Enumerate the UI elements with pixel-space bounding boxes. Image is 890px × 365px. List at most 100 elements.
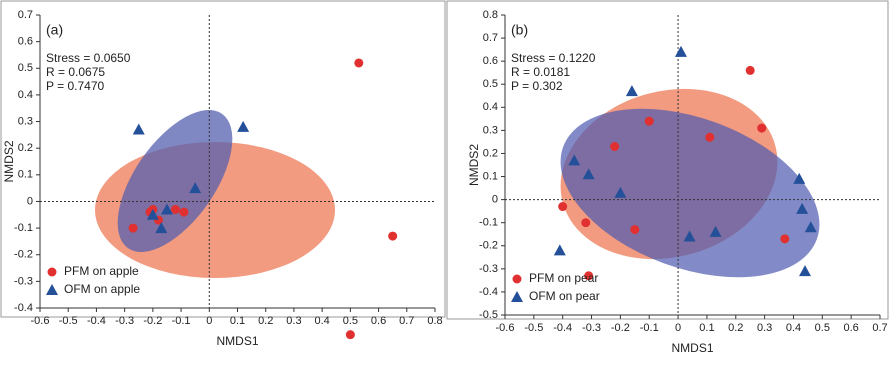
y-tick-label: 0.6 [483,55,498,67]
x-tick-label: 0.7 [399,315,414,327]
y-tick-label: -0.3 [479,263,498,275]
annotation: R = 0.0675 [46,65,105,79]
legend-marker [511,291,523,302]
y-tick-label: 0.5 [483,78,498,90]
annotation: P = 0.7470 [46,79,104,93]
y-tick-label: 0.2 [18,142,33,154]
y-tick-label: 0.2 [483,147,498,159]
x-tick-label: 0.6 [844,322,859,334]
y-tick-label: 0.7 [18,9,33,21]
panel-label: (b) [511,22,528,38]
point [354,58,364,68]
y-tick-label: -0.3 [14,275,33,287]
point [614,186,627,198]
point [170,204,180,214]
y-tick-label: -0.4 [479,286,498,298]
x-tick-label: -0.6 [496,322,515,334]
point [582,168,595,180]
point [584,271,594,281]
point [674,45,687,57]
x-tick-label: 0.2 [258,315,273,327]
point [709,225,722,237]
x-tick-label: -0.4 [87,315,106,327]
point [796,202,809,214]
point [799,265,811,277]
y-tick-label: -0.4 [14,302,33,314]
annotation: R = 0.0181 [511,65,570,79]
x-tick-label: -0.1 [640,322,659,334]
x-tick-label: -0.5 [524,322,543,334]
confidence-ellipse [560,108,820,278]
x-tick-label: -0.3 [115,315,134,327]
panel-label: (a) [46,22,63,38]
y-tick-label: 0.1 [483,170,498,182]
point [179,207,189,217]
point [610,142,620,152]
confidence-ellipse [117,110,233,252]
legend-marker [512,274,522,284]
point [237,120,250,132]
legend-label: PFM on pear [529,271,598,285]
x-tick-label: -0.1 [172,315,191,327]
point [553,244,566,256]
y-tick-label: 0.6 [18,36,33,48]
y-tick-label: -0.1 [14,222,33,234]
y-tick-label: -0.2 [14,249,33,261]
x-tick-label: 0.5 [815,322,830,334]
y-axis-label: NMDS2 [467,144,481,186]
point [568,154,581,166]
y-tick-label: 0.4 [483,101,498,113]
y-tick-label: 0.1 [18,169,33,181]
x-tick-label: -0.2 [611,322,630,334]
y-tick-label: -0.5 [479,309,498,321]
y-tick-label: -0.2 [479,240,498,252]
x-tick-label: 0.3 [757,322,772,334]
y-tick-label: 0 [492,194,498,206]
point [630,225,640,235]
x-tick-label: 0.3 [286,315,301,327]
y-tick-label: 0.4 [18,89,33,101]
y-tick-label: 0.3 [18,115,33,127]
y-tick-label: 0.8 [483,9,498,21]
x-tick-label: -0.4 [553,322,572,334]
point [793,172,806,184]
point [780,234,790,244]
point [388,231,398,241]
y-axis-label: NMDS2 [2,140,16,182]
annotation: Stress = 0.0650 [46,51,131,65]
x-axis-label: NMDS1 [671,341,713,355]
point [644,116,654,126]
x-tick-label: 0.4 [786,322,801,334]
point [160,203,173,215]
legend-marker [47,267,57,277]
legend-marker [46,284,58,295]
point [189,182,202,194]
x-tick-label: 0.2 [728,322,743,334]
x-tick-label: 0 [675,322,681,334]
x-tick-label: -0.6 [31,315,50,327]
point [132,123,145,135]
legend-label: OFM on apple [64,282,140,296]
y-tick-label: 0.7 [483,32,498,44]
y-tick-label: -0.1 [479,217,498,229]
x-tick-label: 0.8 [427,315,442,327]
point [745,65,755,75]
x-tick-label: -0.5 [59,315,78,327]
y-tick-label: 0.5 [18,62,33,74]
point [345,330,355,340]
x-tick-label: 0.1 [230,315,245,327]
legend-label: OFM on pear [529,289,600,303]
x-tick-label: 0 [206,315,212,327]
x-tick-label: 0.1 [699,322,714,334]
point [128,223,138,233]
point [558,202,568,212]
annotation: P = 0.302 [511,79,563,93]
annotation: Stress = 0.1220 [511,51,596,65]
legend-label: PFM on apple [64,264,139,278]
point [757,123,767,133]
point [146,208,159,220]
x-tick-label: 0.7 [872,322,887,334]
panel-frame [0,0,446,318]
point [804,221,817,233]
